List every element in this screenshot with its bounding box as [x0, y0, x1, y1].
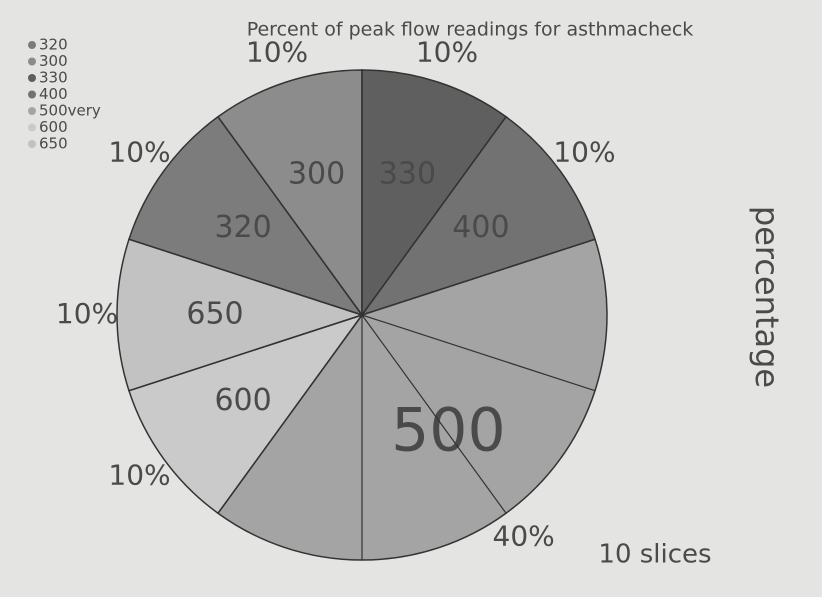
legend-swatch [28, 41, 36, 49]
slice-divider [217, 314, 363, 514]
legend-label: 500very [39, 102, 101, 120]
pie-slice [116, 238, 365, 392]
slice-divider [217, 116, 363, 316]
value-label: 10% [553, 135, 615, 168]
slice-label: 600 [214, 383, 271, 418]
value-label: 40% [493, 519, 555, 552]
legend-label: 400 [39, 85, 68, 103]
slice-label: 320 [214, 210, 271, 245]
legend-swatch [28, 74, 36, 82]
slice-label: 330 [379, 157, 436, 192]
legend-label: 600 [39, 118, 68, 136]
legend-swatch [28, 57, 36, 66]
pie-slice [360, 115, 596, 317]
pie-slice [216, 69, 363, 318]
side-label: percentage [748, 206, 786, 388]
pie-slice [128, 313, 364, 515]
pie-slice [128, 115, 364, 317]
legend-label: 330 [39, 69, 68, 87]
legend-swatch [28, 107, 36, 115]
legend-label: 300 [39, 52, 68, 70]
slice-divider [128, 238, 363, 316]
legend-label: 320 [39, 36, 68, 54]
value-label: 10% [108, 135, 170, 168]
slice-divider [361, 314, 596, 392]
chart-title: Percent of peak flow readings for asthma… [247, 19, 694, 41]
pie-slice [361, 69, 508, 318]
slice-divider [361, 238, 596, 316]
legend-swatch [28, 140, 36, 148]
note: 10 slices [598, 540, 711, 570]
value-label: 10% [56, 297, 118, 330]
value-label: 10% [416, 35, 478, 68]
slice-label: 650 [186, 297, 243, 332]
slice-divider [361, 116, 507, 316]
value-label: 10% [108, 459, 170, 492]
slice-label: 500 [391, 396, 506, 466]
legend-swatch [28, 90, 36, 99]
value-label: 10% [246, 35, 308, 68]
slice-label: 400 [452, 210, 509, 245]
slice-divider [128, 314, 363, 392]
legend-swatch [28, 123, 36, 132]
slice-divider [361, 314, 507, 514]
slice-label: 300 [288, 157, 345, 192]
legend-label: 650 [39, 135, 68, 153]
